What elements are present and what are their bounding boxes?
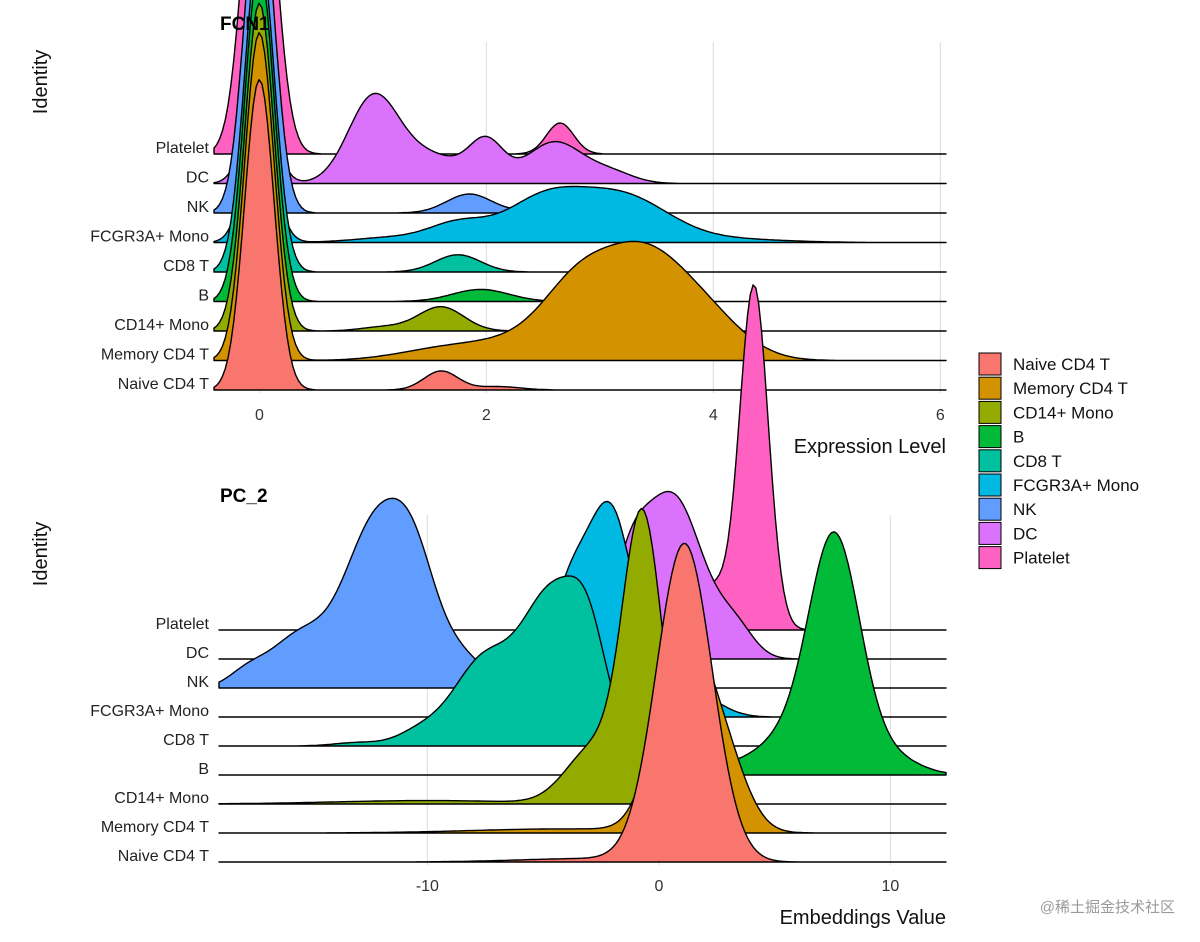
pc2-ridge-panel: Naive CD4 T Memory CD4 T CD14+ Mono B CD8 T F…: [30, 284, 947, 929]
legend-label-cd14plus-mono: CD14+ Mono: [1013, 403, 1114, 422]
legend-swatch-dc: [978, 521, 1002, 545]
fcn1-y-tick-b: B: [198, 288, 209, 305]
legend-swatch-memory-cd4-t: [978, 376, 1002, 400]
pc2-ridge-cd14plus-mono: [218, 507, 947, 805]
legend-label-cd8-t: CD8 T: [1013, 452, 1062, 471]
pc2-y-tick-nk: NK: [187, 674, 210, 691]
pc2-x-tick-labels: -10 0 10: [416, 878, 900, 895]
fcn1-x-tick-label: 4: [709, 407, 718, 424]
pc2-y-tick-memory-cd4-t: Memory CD4 T: [101, 819, 209, 836]
fcn1-y-tick-dc: DC: [186, 170, 209, 187]
legend-label-naive-cd4-t: Naive CD4 T: [1013, 355, 1110, 374]
legend-label-dc: DC: [1013, 524, 1038, 543]
pc2-y-tick-fcgr3aplus-mono: FCGR3A+ Mono: [90, 703, 209, 720]
fcn1-ridges: [213, 0, 947, 391]
legend-label-platelet: Platelet: [1013, 549, 1070, 568]
fcn1-y-tick-naive-cd4-t: Naive CD4 T: [118, 376, 210, 393]
pc2-ridge-memory-cd4-t: [218, 624, 947, 834]
fcn1-x-tick-labels: 0 2 4 6: [255, 407, 945, 424]
legend-swatch-platelet: [978, 546, 1002, 570]
pc2-x-axis-title: Embeddings Value: [780, 907, 946, 929]
legend-swatch-nk: [978, 497, 1002, 521]
pc2-x-tick-label: 0: [654, 878, 663, 895]
fcn1-ridge-memory-cd4-t: [213, 32, 947, 362]
fcn1-y-tick-memory-cd4-t: Memory CD4 T: [101, 347, 209, 364]
pc2-y-tick-labels: Naive CD4 T Memory CD4 T CD14+ Mono B CD8 T F…: [90, 616, 209, 865]
fcn1-x-tick-label: 2: [482, 407, 491, 424]
fcn1-y-tick-nk: NK: [187, 199, 210, 216]
fcn1-ridge-panel: Naive CD4 T Memory CD4 T CD14+ Mono B CD8 T F…: [30, 0, 947, 458]
pc2-y-tick-naive-cd4-t: Naive CD4 T: [118, 848, 210, 865]
legend-label-memory-cd4-t: Memory CD4 T: [1013, 379, 1128, 398]
legend-swatch-fcgr3aplus-mono: [978, 473, 1002, 497]
legend-swatch-cd8-t: [978, 449, 1002, 473]
pc2-x-tick-label: -10: [416, 878, 439, 895]
pc2-y-tick-cd14plus-mono: CD14+ Mono: [114, 790, 209, 807]
pc2-ridges: [218, 284, 947, 863]
fcn1-x-tick-label: 0: [255, 407, 264, 424]
fcn1-y-axis-title: Identity: [30, 50, 52, 114]
fcn1-ridge-naive-cd4-t: [213, 78, 947, 391]
fcn1-y-tick-cd8-t: CD8 T: [163, 258, 209, 275]
legend-swatch-b: [978, 425, 1002, 449]
watermark-text: @稀土掘金技术社区: [1040, 899, 1175, 916]
fcn1-x-tick-label: 6: [936, 407, 945, 424]
legend-swatch-cd14plus-mono: [978, 400, 1002, 424]
pc2-y-tick-dc: DC: [186, 645, 209, 662]
fcn1-y-tick-labels: Naive CD4 T Memory CD4 T CD14+ Mono B CD8 T F…: [90, 140, 209, 393]
legend-swatch-naive-cd4-t: [978, 352, 1002, 376]
pc2-y-axis-title: Identity: [30, 522, 52, 586]
pc2-x-tick-label: 10: [882, 878, 900, 895]
legend-label-fcgr3aplus-mono: FCGR3A+ Mono: [1013, 476, 1139, 495]
pc2-y-tick-platelet: Platelet: [156, 616, 210, 633]
fcn1-y-tick-fcgr3aplus-mono: FCGR3A+ Mono: [90, 229, 209, 246]
fcn1-y-tick-cd14plus-mono: CD14+ Mono: [114, 317, 209, 334]
identity-legend: Naive CD4 T Memory CD4 T CD14+ Mono B CD8 T F…: [978, 352, 1139, 570]
pc2-panel-title: PC_2: [220, 486, 268, 507]
fcn1-ridge-dc: [213, 92, 947, 185]
pc2-ridge-naive-cd4-t: [218, 542, 947, 863]
fcn1-y-tick-platelet: Platelet: [156, 140, 210, 157]
fcn1-x-axis-title: Expression Level: [794, 436, 946, 458]
fcn1-panel-title: FCN1: [220, 14, 270, 35]
pc2-y-tick-b: B: [198, 761, 209, 778]
pc2-y-tick-cd8-t: CD8 T: [163, 732, 209, 749]
legend-label-nk: NK: [1013, 500, 1037, 519]
fcn1-ridge-platelet: [213, 0, 947, 155]
legend-label-b: B: [1013, 428, 1024, 447]
